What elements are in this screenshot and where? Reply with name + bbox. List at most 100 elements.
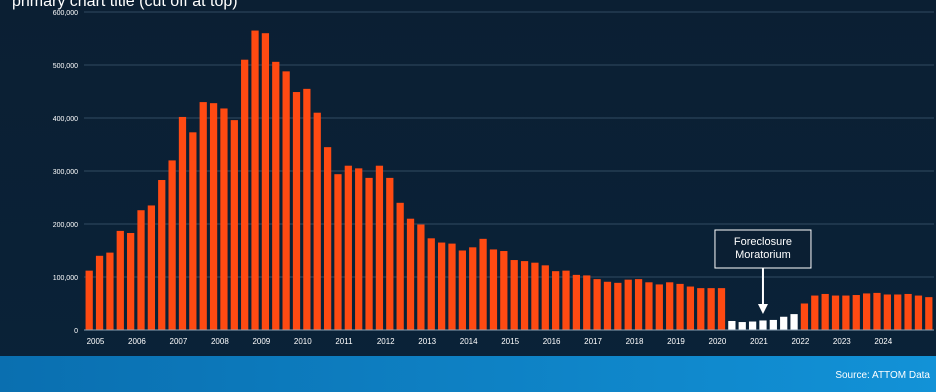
bar [406,218,415,330]
bar [811,295,819,330]
x-tick-label: 2022 [791,337,809,346]
bar [593,279,601,330]
bar-moratorium [759,320,767,330]
bar [583,275,591,330]
bar [520,261,529,330]
y-tick-label: 200,000 [53,222,78,229]
bar [437,242,446,330]
bar [168,160,176,330]
bar [831,295,840,330]
x-tick-label: 2012 [377,337,395,346]
bar [116,230,124,330]
bar [821,293,829,330]
bar [137,210,145,330]
bar [552,271,560,330]
bar [147,205,156,330]
bar [873,292,881,330]
bar [220,108,228,331]
bar [510,260,518,330]
bar [127,233,135,330]
bar [904,293,912,330]
x-tick-label: 2005 [87,337,105,346]
bar [489,249,498,330]
bar [614,282,622,330]
bar [334,174,342,330]
x-tick-label: 2017 [584,337,602,346]
y-tick-label: 500,000 [53,63,78,70]
bar [500,251,508,330]
bar [634,279,643,330]
bar [603,281,612,330]
x-tick-label: 2013 [418,337,436,346]
bar-moratorium [748,321,757,330]
bar [272,61,280,330]
bar [925,297,933,330]
bar [717,288,726,330]
bar [914,295,923,330]
bar [313,112,321,330]
x-tick-label: 2019 [667,337,685,346]
bar [686,286,695,330]
bar [209,103,218,330]
bar [624,279,632,330]
bar [230,120,238,331]
bar [386,177,394,330]
x-tick-label: 2011 [335,337,353,346]
bar [85,270,93,330]
bar [344,165,352,330]
annotation-arrow-head [757,304,768,314]
bar [645,282,653,330]
bar [199,102,207,330]
bar [666,282,674,330]
bar [282,71,290,331]
bar [158,180,166,330]
bar [417,224,425,330]
bar [469,247,477,330]
bar [572,274,581,330]
x-tick-label: 2021 [750,337,768,346]
x-tick-label: 2010 [294,337,312,346]
bar [189,132,197,330]
x-tick-label: 2016 [543,337,561,346]
x-tick-label: 2023 [833,337,851,346]
bar [106,252,114,330]
annotation-line-2: Moratorium [735,249,791,261]
bar [396,202,404,330]
y-tick-label: 300,000 [53,169,78,176]
bar [541,265,549,330]
x-axis: 2005 2006 2007 2008 2009 2010 2011 2012 2013 2014… [84,329,934,346]
x-tick-label: 2015 [501,337,519,346]
bar [355,168,363,330]
bar [676,283,684,330]
bar [894,294,902,330]
bar [95,255,104,330]
bar [479,238,487,330]
bar [365,177,373,330]
bar [261,33,270,330]
bar [427,238,435,330]
y-tick-label: 400,000 [53,116,78,123]
chart-title-partial: primary chart title (cut off at top) [12,0,238,10]
moratorium-annotation: Foreclosure Moratorium [714,229,812,314]
y-axis: 0 100,000 200,000 300,000 400,000 500,000 600,… [53,10,78,335]
bar [800,303,809,330]
x-tick-label: 2009 [252,337,270,346]
bar [697,288,705,330]
bar [531,262,539,330]
x-tick-label: 2024 [874,337,892,346]
bar [375,165,384,330]
x-tick-label: 2006 [128,337,146,346]
bar [448,243,456,330]
bar [707,288,715,330]
source-label: Source: ATTOM Data [835,370,930,381]
x-tick-label: 2014 [460,337,478,346]
annotation-box [714,229,812,269]
bar-moratorium [728,320,736,330]
bar [292,92,301,330]
footer-band [0,356,936,392]
bar [241,59,249,330]
bar [862,293,871,330]
bar [303,88,311,330]
y-tick-label: 600,000 [53,10,78,17]
